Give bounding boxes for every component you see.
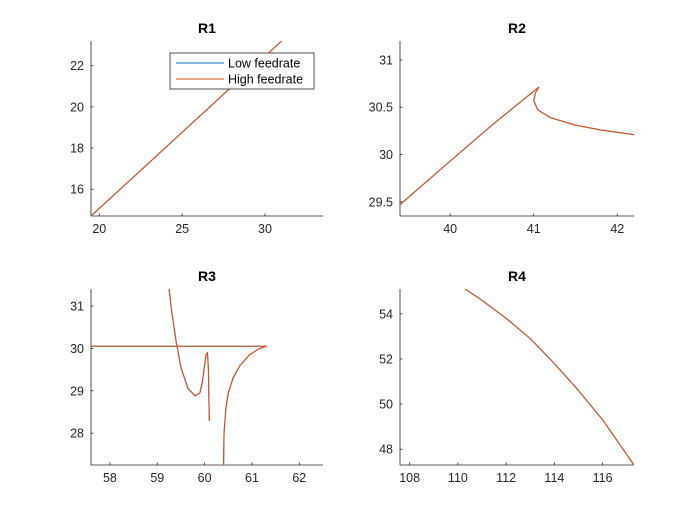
y-tick-label: 16 xyxy=(70,183,84,197)
y-tick-label: 28 xyxy=(70,427,84,441)
x-tick-label: 42 xyxy=(610,222,624,236)
y-tick-label: 50 xyxy=(379,398,393,412)
y-tick-label: 52 xyxy=(379,352,393,366)
y-tick-label: 54 xyxy=(379,307,393,321)
series-group xyxy=(464,289,634,465)
x-tick-label: 40 xyxy=(443,222,457,236)
x-tick-label: 25 xyxy=(175,222,189,236)
series-group xyxy=(400,86,634,206)
x-tick-label: 112 xyxy=(496,471,516,485)
x-tick-label: 30 xyxy=(258,222,272,236)
y-tick-label: 22 xyxy=(70,59,84,73)
y-tick-label: 29.5 xyxy=(369,195,393,209)
chart-panel-4: R4 108 110 112 114 116 48 50 52 54 xyxy=(379,268,634,485)
legend: Low feedrate High feedrate xyxy=(169,52,315,90)
legend-entry-low-feedrate: Low feedrate xyxy=(228,57,300,71)
x-tick-label: 108 xyxy=(399,471,420,485)
chart-panel-3: R3 58 59 60 61 62 28 29 30 31 xyxy=(70,268,323,485)
legend-entry-high-feedrate: High feedrate xyxy=(228,73,303,87)
series-line-high-feedrate xyxy=(464,289,634,465)
x-tick-label: 62 xyxy=(292,471,306,485)
x-tick-label: 58 xyxy=(103,471,117,485)
y-tick-label: 20 xyxy=(70,100,84,114)
chart-title: R1 xyxy=(198,20,216,36)
y-tick-label: 30 xyxy=(379,148,393,162)
legend-box xyxy=(169,52,315,90)
y-tick-label: 31 xyxy=(70,299,84,313)
chart-title: R4 xyxy=(508,268,526,284)
x-tick-label: 20 xyxy=(92,222,106,236)
y-tick-label: 31 xyxy=(379,53,393,67)
chart-panel-2: R2 40 41 42 29.5 30 30.5 31 xyxy=(369,20,634,236)
y-tick-label: 30.5 xyxy=(369,101,393,115)
x-tick-label: 41 xyxy=(527,222,541,236)
y-tick-label: 48 xyxy=(379,443,393,457)
chart-title: R2 xyxy=(508,20,526,36)
x-tick-label: 116 xyxy=(593,471,613,485)
y-tick-label: 18 xyxy=(70,142,84,156)
x-tick-label: 114 xyxy=(544,471,564,485)
series-line-high-feedrate xyxy=(400,86,634,206)
chart-title: R3 xyxy=(198,268,216,284)
series-line-high-feedrate xyxy=(168,289,210,422)
x-tick-label: 59 xyxy=(150,471,164,485)
x-tick-label: 110 xyxy=(448,471,468,485)
y-tick-label: 29 xyxy=(70,384,84,398)
series-group xyxy=(91,289,267,465)
series-line-high-feedrate xyxy=(223,345,267,465)
x-tick-label: 60 xyxy=(198,471,212,485)
x-tick-label: 61 xyxy=(245,471,259,485)
chart-panel-1: R1 20 25 30 16 18 20 22 Low feedrate High feedrat… xyxy=(70,20,323,236)
y-tick-label: 30 xyxy=(70,342,84,356)
